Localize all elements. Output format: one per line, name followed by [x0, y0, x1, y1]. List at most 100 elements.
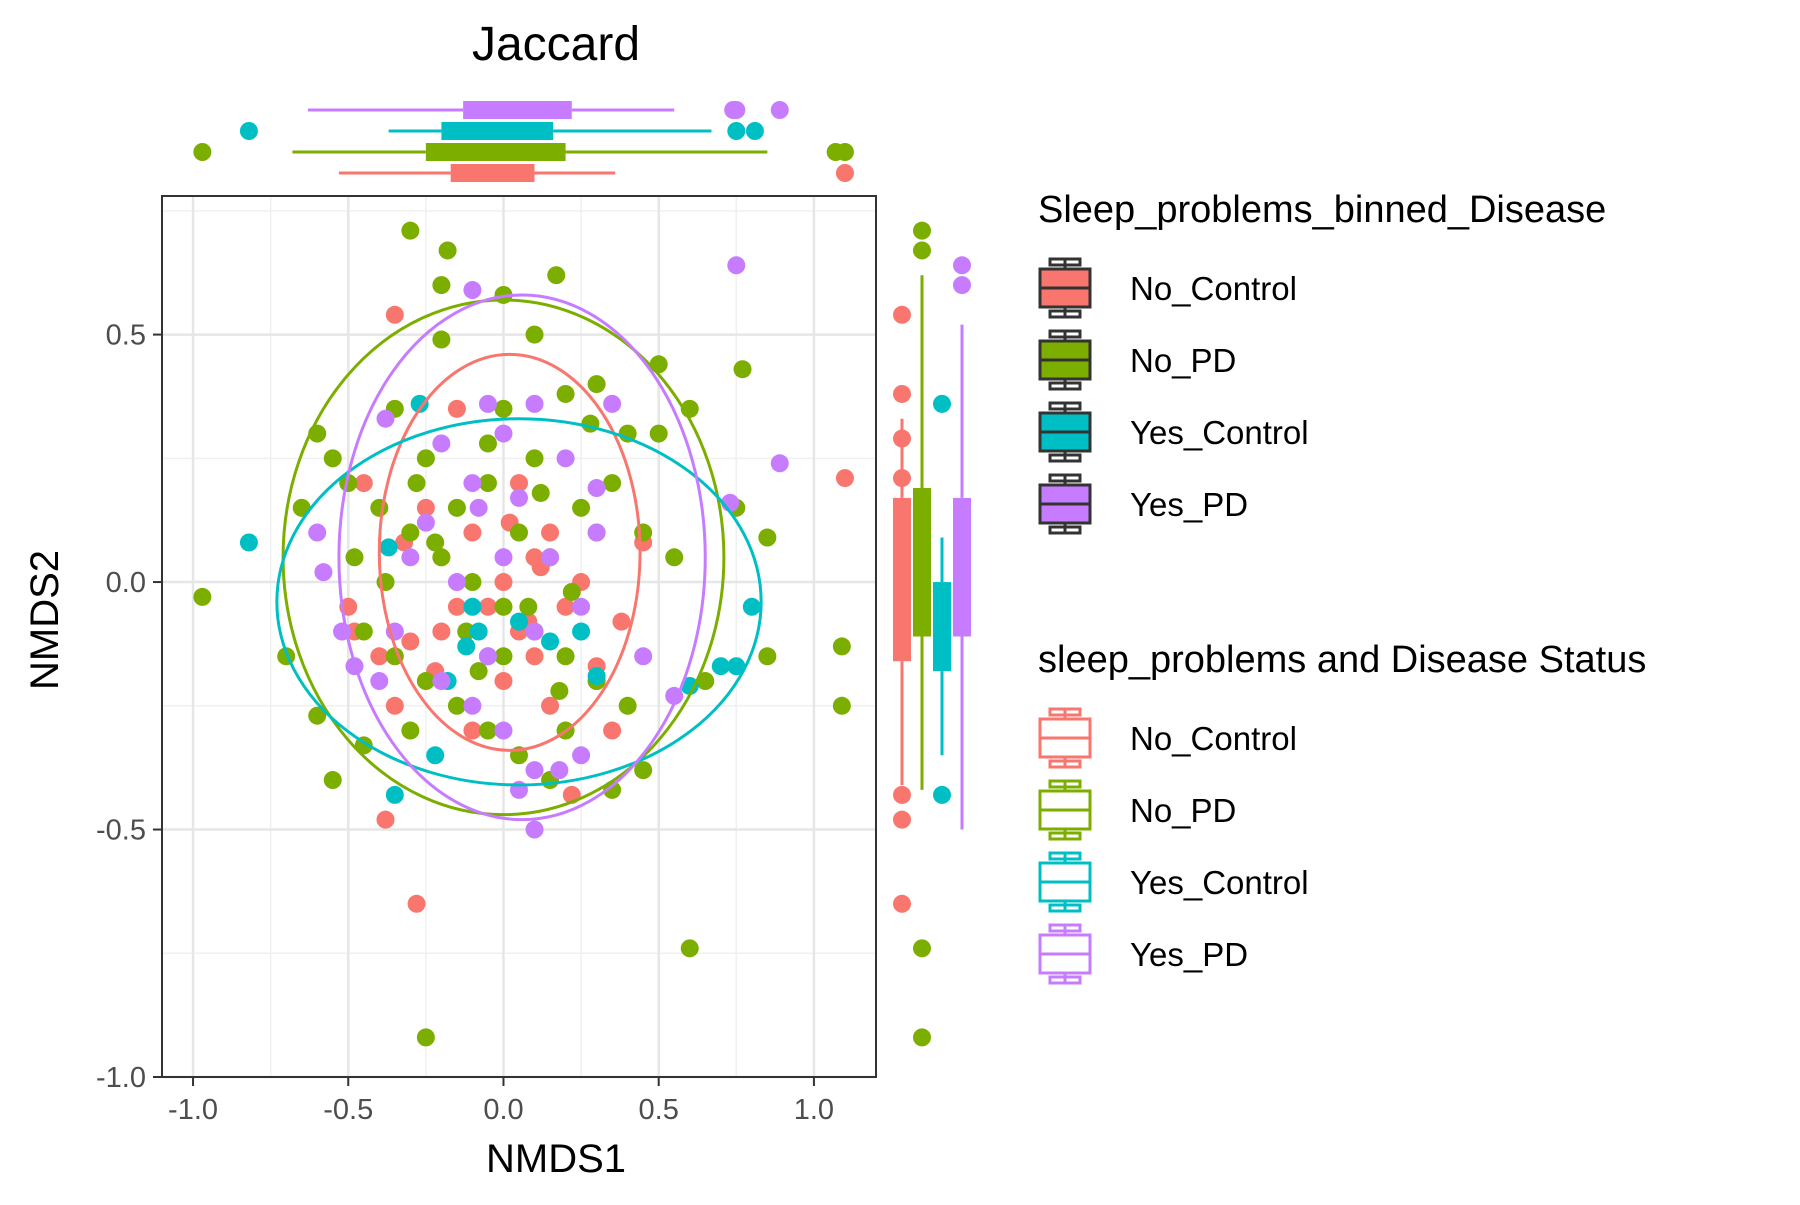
- outlier-point: [953, 256, 971, 275]
- point-yes-pd: [770, 454, 789, 473]
- point-no-pd: [494, 399, 513, 418]
- x-axis-label: NMDS1: [486, 1137, 626, 1181]
- point-no-pd: [547, 266, 566, 285]
- point-yes-control: [727, 657, 746, 676]
- legend-key-cap: [1048, 257, 1082, 267]
- point-no-pd: [432, 548, 451, 567]
- point-yes-control: [410, 394, 429, 413]
- box: [441, 122, 554, 140]
- point-no-pd: [478, 721, 497, 740]
- point-no-pd: [457, 622, 476, 641]
- point-no-control: [416, 498, 435, 517]
- legend-label-yes-pd: Yes_PD: [1130, 486, 1248, 523]
- outlier-point: [745, 122, 764, 140]
- point-no-pd: [832, 696, 851, 715]
- y-tick-label: 0.5: [106, 320, 146, 352]
- point-yes-pd: [587, 523, 606, 542]
- y-axis-label: NMDS2: [23, 550, 67, 690]
- point-yes-pd: [416, 513, 435, 532]
- point-no-pd: [426, 533, 445, 552]
- outlier-point: [893, 894, 911, 913]
- legend-key-cap: [1048, 759, 1082, 769]
- legend-key-cap: [1048, 381, 1082, 391]
- point-yes-pd: [572, 597, 591, 616]
- point-no-pd: [550, 681, 569, 700]
- outlier-point: [835, 164, 854, 182]
- legend-key-cap: [1048, 903, 1082, 913]
- point-no-control: [370, 647, 389, 666]
- point-no-pd: [634, 761, 653, 780]
- point-no-pd: [832, 637, 851, 656]
- point-yes-control: [587, 667, 606, 686]
- outlier-point: [193, 143, 212, 161]
- point-yes-pd: [370, 672, 389, 691]
- point-no-control: [525, 647, 544, 666]
- point-no-pd: [193, 587, 212, 606]
- outlier-point: [893, 429, 911, 448]
- point-no-control: [407, 894, 426, 913]
- point-yes-pd: [432, 672, 451, 691]
- point-no-pd: [634, 523, 653, 542]
- right-marginal-boxplots: [893, 221, 971, 1047]
- point-yes-pd: [510, 488, 528, 507]
- y-tick-label: -0.5: [96, 815, 146, 847]
- y-tick-label: 0.0: [106, 567, 146, 599]
- outlier-point: [893, 305, 911, 324]
- legend-key-yes-pd: [1038, 473, 1092, 535]
- point-no-pd: [432, 330, 451, 349]
- point-yes-pd: [308, 523, 327, 542]
- point-no-pd: [562, 582, 581, 601]
- point-no-pd: [463, 573, 482, 592]
- panel-border: [161, 195, 877, 1078]
- legend-key-yes-pd: [1038, 923, 1092, 985]
- point-no-control: [478, 597, 497, 616]
- point-yes-control: [680, 676, 699, 695]
- outlier-point: [893, 384, 911, 403]
- point-yes-control: [457, 637, 476, 656]
- top-boxplot-yes-pd: [307, 101, 789, 119]
- plot-panel: -1.0 -0.5 0.0 0.5 1.0 -1.0 -0.5 0.0 0.5: [96, 195, 877, 1126]
- y-tick-label: -1.0: [96, 1062, 146, 1094]
- point-no-control: [541, 696, 560, 715]
- point-no-control: [376, 810, 395, 829]
- outlier-point: [835, 143, 854, 161]
- point-yes-pd: [401, 548, 420, 567]
- point-no-pd: [494, 647, 513, 666]
- legend-key-no-pd: [1038, 329, 1092, 391]
- point-no-pd: [478, 434, 497, 453]
- point-no-pd: [618, 696, 637, 715]
- point-no-pd: [572, 498, 591, 517]
- box: [463, 101, 572, 119]
- point-yes-control: [379, 538, 398, 557]
- x-tick-label: 0.5: [639, 1094, 679, 1126]
- x-tick-label: 0.0: [483, 1094, 523, 1126]
- point-yes-pd: [447, 573, 466, 592]
- point-no-pd: [438, 241, 457, 260]
- legend-label-yes-control: Yes_Control: [1130, 414, 1309, 451]
- legend-key-cap: [1048, 473, 1082, 483]
- box: [953, 497, 971, 637]
- outlier-point: [913, 939, 931, 958]
- legend-title: Sleep_problems_binned_Disease: [1038, 189, 1606, 231]
- box: [893, 497, 911, 662]
- outlier-point: [953, 276, 971, 295]
- confidence-ellipses: [275, 293, 763, 822]
- point-yes-pd: [525, 820, 544, 839]
- point-yes-control: [541, 632, 560, 651]
- point-no-pd: [680, 939, 699, 958]
- point-no-control: [612, 612, 631, 631]
- point-no-pd: [323, 771, 342, 790]
- legend-block-2: sleep_problems and Disease Status No_Cont…: [1038, 639, 1646, 985]
- point-no-pd: [447, 696, 466, 715]
- legend-key-cap: [1048, 401, 1082, 411]
- point-yes-control: [426, 746, 445, 765]
- point-no-pd: [308, 706, 327, 725]
- point-yes-pd: [572, 746, 591, 765]
- point-no-pd: [696, 672, 715, 691]
- point-no-pd: [494, 597, 513, 616]
- outlier-point: [893, 469, 911, 488]
- legend-key-cap: [1048, 831, 1082, 841]
- point-yes-pd: [432, 434, 451, 453]
- point-no-pd: [407, 474, 426, 493]
- point-no-control: [385, 305, 404, 324]
